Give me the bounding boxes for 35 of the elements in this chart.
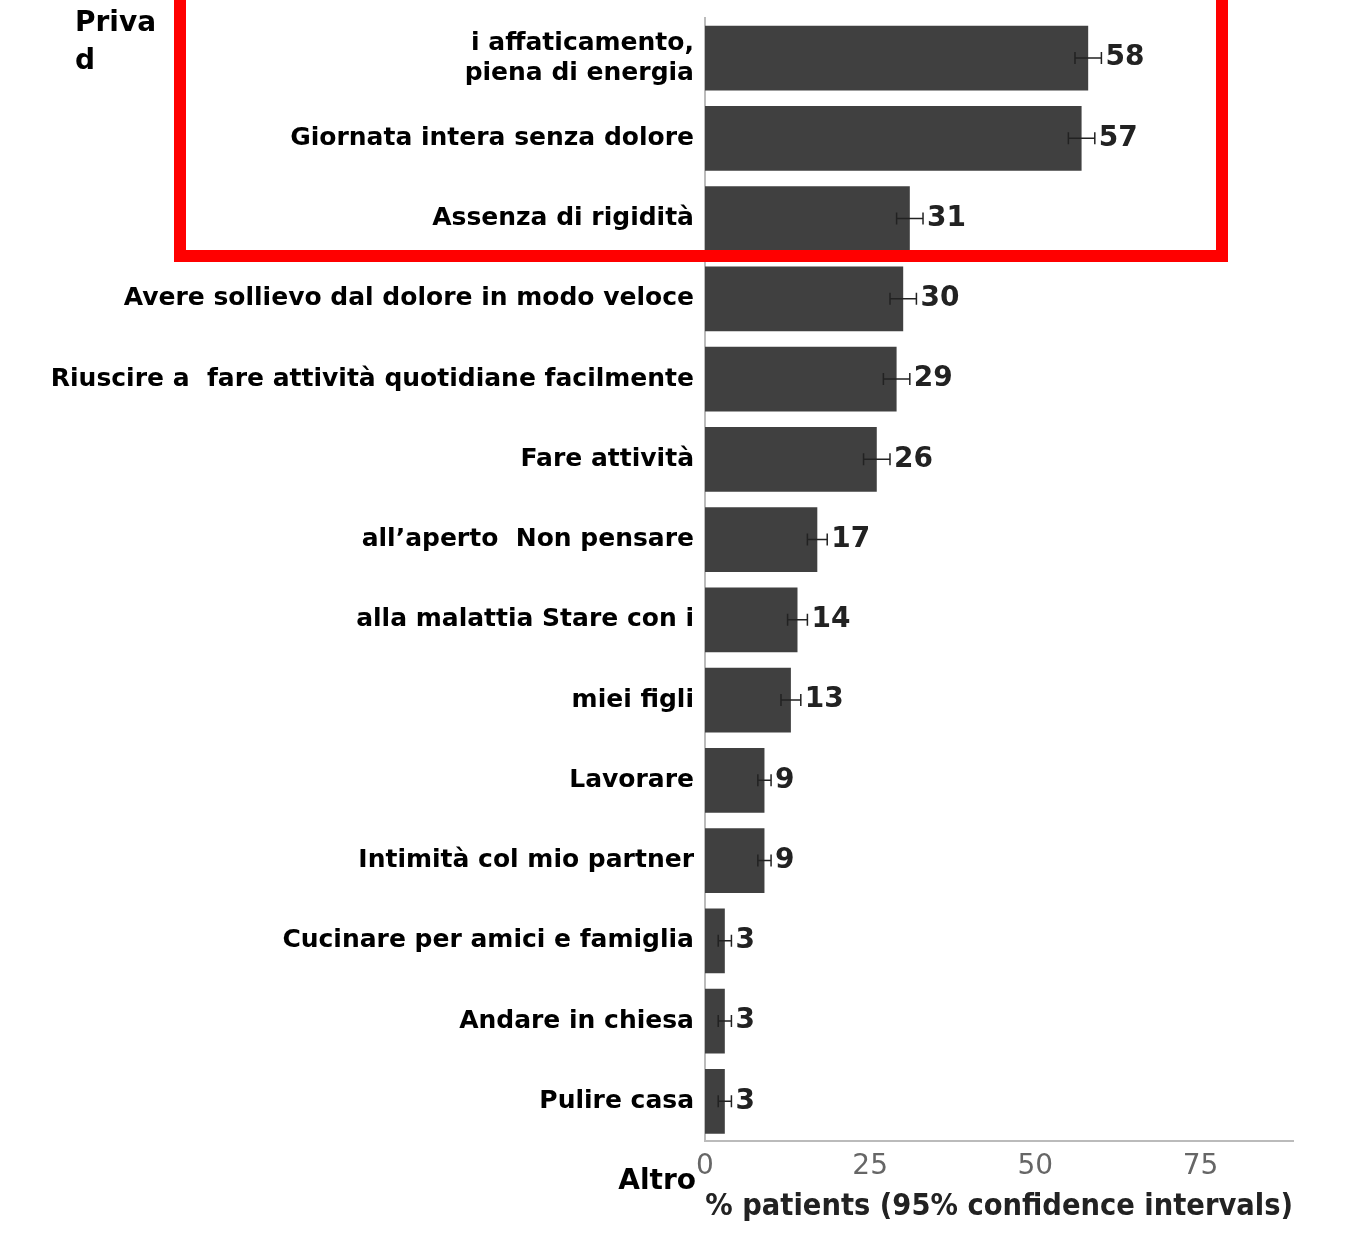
data-label: 26 <box>893 440 933 474</box>
x-tick-label: 0 <box>696 1148 714 1182</box>
y-tick-label: Pulire casa <box>539 1084 694 1114</box>
data-label: 58 <box>1105 39 1145 73</box>
data-label: 9 <box>775 841 795 875</box>
data-label: 9 <box>775 761 795 795</box>
data-label: 3 <box>735 1082 755 1116</box>
x-tick-label: 75 <box>1182 1148 1219 1182</box>
text: Priva d <box>75 5 157 77</box>
y-tick-label: Andare in chiesa <box>459 1004 694 1034</box>
y-tick-label: all’aperto Non pensare <box>361 523 694 553</box>
data-label: 17 <box>831 520 871 554</box>
data-label: 31 <box>927 199 966 233</box>
x-axis-title: % patients (95% confidence intervals) <box>705 1186 1293 1223</box>
y-tick-label: Riuscire a fare attività quotidiane facilmente <box>50 362 694 392</box>
data-label: 3 <box>735 1002 755 1036</box>
y-tick-label: Avere sollievo dal dolore in modo veloce <box>123 282 694 312</box>
y-tick-label: Intimità col mio partner <box>358 844 695 874</box>
y-tick-label: Lavorare <box>569 763 694 793</box>
x-tick-label: 25 <box>852 1148 888 1182</box>
data-label: 13 <box>804 681 844 715</box>
data-label: 57 <box>1098 119 1138 153</box>
x-tick-label: 50 <box>1017 1148 1054 1182</box>
y-tick-label: alla malattia Stare con i <box>356 603 694 633</box>
text: Altro <box>618 1163 696 1197</box>
y-tick-label: miei figli <box>571 683 694 713</box>
data-label: 29 <box>913 360 953 394</box>
y-tick-label: Giornata intera senza dolore <box>290 121 694 151</box>
data-label: 3 <box>735 922 755 956</box>
y-tick-label: Cucinare per amici e famiglia <box>282 924 694 954</box>
y-tick-label: Assenza di rigidità <box>432 202 694 232</box>
y-tick-label: Fare attività <box>520 442 694 472</box>
y-tick-label: i affaticamento, piena di energia <box>464 26 694 86</box>
data-label: 14 <box>811 601 851 635</box>
data-label: 30 <box>920 280 960 314</box>
